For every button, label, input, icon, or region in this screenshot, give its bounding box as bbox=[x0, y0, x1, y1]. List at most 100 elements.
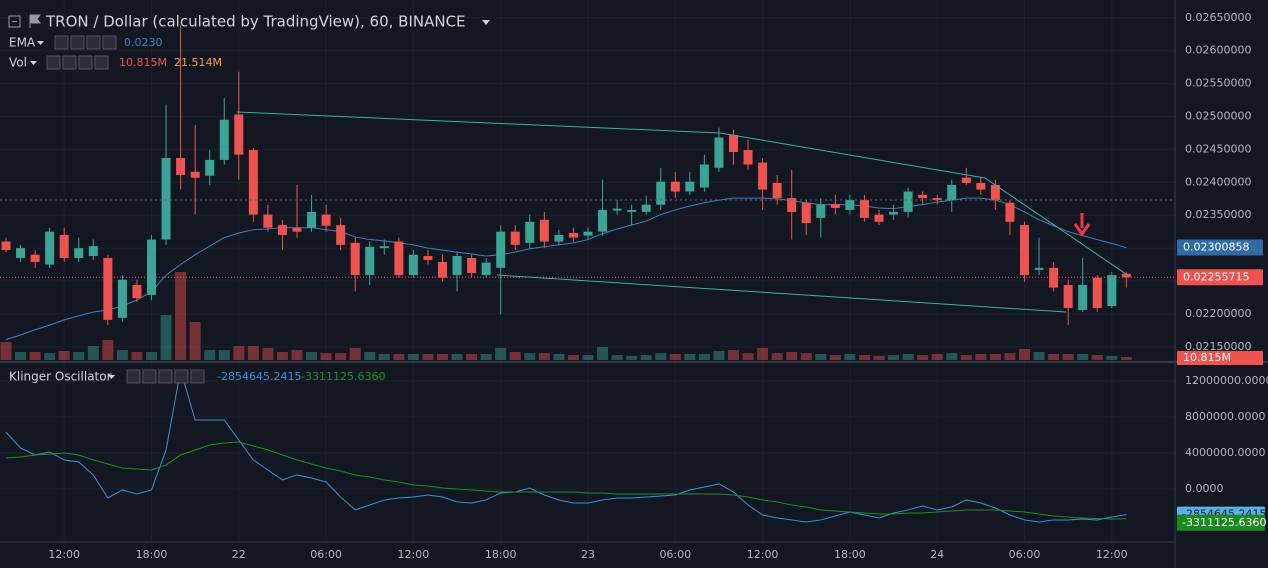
price-tags: 0.022557150.0230085810.815M-2854645.2415… bbox=[1177, 239, 1266, 531]
y-tick-label: 4000000.0000 bbox=[1185, 446, 1265, 459]
ema-label: 0.02300858 bbox=[1183, 241, 1249, 254]
candle-body bbox=[656, 181, 666, 205]
candle-body bbox=[292, 227, 302, 232]
candle-body bbox=[147, 239, 156, 295]
candle-body bbox=[539, 219, 549, 242]
flag-icon[interactable] bbox=[29, 14, 41, 28]
candle-body bbox=[961, 177, 971, 183]
collapse-icon[interactable] bbox=[8, 15, 21, 28]
arrow bbox=[1073, 213, 1091, 237]
volume-bar bbox=[582, 355, 594, 360]
indicator-name[interactable]: Klinger Oscillator bbox=[9, 370, 112, 384]
volume-bar bbox=[1077, 353, 1089, 360]
candle-body bbox=[627, 209, 637, 212]
candle-body bbox=[176, 157, 186, 176]
volume-bar bbox=[829, 355, 841, 360]
candle-body bbox=[714, 137, 724, 168]
trend-line bbox=[236, 111, 1127, 275]
candle-body bbox=[889, 211, 899, 215]
candle-body bbox=[1078, 284, 1088, 310]
candle-body bbox=[496, 231, 506, 268]
candle-body bbox=[45, 231, 55, 265]
y-tick-label: 0.02500000 bbox=[1185, 109, 1251, 122]
candle-body bbox=[117, 279, 127, 318]
candle-body bbox=[758, 162, 768, 190]
candle-body bbox=[510, 231, 520, 245]
x-tick-label: 22 bbox=[232, 548, 246, 561]
x-tick-label: 06:00 bbox=[1009, 548, 1041, 561]
candle-body bbox=[903, 191, 913, 212]
candle-body bbox=[859, 200, 869, 218]
volume-bar bbox=[466, 353, 478, 360]
volume-bar bbox=[364, 352, 376, 360]
dropdown-icon[interactable] bbox=[30, 61, 37, 65]
x-tick-label: 12:00 bbox=[747, 548, 779, 561]
candle-body bbox=[787, 198, 797, 212]
candle-body bbox=[801, 202, 811, 224]
volume-label: 10.815M bbox=[1183, 351, 1231, 364]
volume-bar bbox=[873, 355, 885, 360]
volume-bar bbox=[655, 353, 667, 360]
candle-body bbox=[525, 221, 535, 243]
volume-bar bbox=[1048, 353, 1060, 360]
y-tick-label: 0.02350000 bbox=[1185, 208, 1251, 221]
candle-body bbox=[452, 256, 462, 276]
candle-body bbox=[161, 157, 171, 240]
candle-body bbox=[670, 181, 680, 192]
candle-body bbox=[1092, 277, 1102, 309]
volume-bar bbox=[306, 352, 318, 360]
klinger-line bbox=[5, 441, 1127, 520]
candle-body bbox=[248, 150, 258, 215]
candle-body bbox=[408, 254, 418, 276]
y-tick-label: 0.02600000 bbox=[1185, 44, 1251, 57]
symbol-title[interactable]: TRON / Dollar (calculated by TradingView… bbox=[45, 13, 466, 31]
dropdown-icon[interactable] bbox=[482, 20, 490, 25]
candle-body bbox=[350, 242, 360, 276]
candle-body bbox=[583, 231, 593, 236]
x-tick-label: 23 bbox=[581, 548, 595, 561]
candle-body bbox=[103, 257, 113, 320]
volume-bar bbox=[757, 347, 769, 360]
indicator-name[interactable]: EMA bbox=[9, 36, 36, 50]
trend-line bbox=[496, 274, 1067, 313]
volume-bar bbox=[422, 353, 434, 360]
ema-line bbox=[5, 197, 1127, 341]
volume-bar bbox=[291, 350, 303, 360]
candle-body bbox=[641, 204, 651, 212]
dropdown-icon[interactable] bbox=[37, 41, 44, 45]
volume-bar bbox=[567, 355, 579, 360]
candle-body bbox=[16, 248, 26, 258]
volume-bar bbox=[917, 355, 929, 360]
volume-bar bbox=[29, 352, 41, 360]
volume-bar bbox=[87, 345, 99, 360]
volume-bar bbox=[946, 353, 958, 360]
x-tick-label: 12:00 bbox=[1096, 548, 1128, 561]
candle-body bbox=[1121, 273, 1131, 278]
volume-bar bbox=[742, 353, 754, 360]
dropdown-icon[interactable] bbox=[108, 375, 115, 379]
indicator-buttons[interactable] bbox=[46, 35, 205, 384]
klinger-line bbox=[5, 369, 1127, 523]
candle-body bbox=[365, 246, 375, 276]
candle-body bbox=[394, 241, 404, 276]
volume-bar bbox=[495, 347, 507, 360]
candle-body bbox=[263, 214, 273, 228]
candle-body bbox=[190, 171, 200, 178]
volume-bar bbox=[189, 322, 201, 360]
candle-body bbox=[554, 234, 564, 242]
candle-body bbox=[845, 200, 855, 210]
indicator-name[interactable]: Vol bbox=[9, 56, 27, 70]
volume-bar bbox=[888, 355, 900, 360]
candle-body bbox=[467, 257, 477, 274]
candle-body bbox=[1063, 284, 1073, 309]
value-tag-label: -3311125.6360 bbox=[1182, 516, 1266, 529]
volume-bar bbox=[393, 353, 405, 360]
candle-body bbox=[277, 225, 287, 235]
volume-bar bbox=[116, 350, 128, 360]
volume-bar bbox=[728, 350, 739, 360]
ema-value: 0.0230 bbox=[124, 36, 163, 49]
volume-bar bbox=[102, 339, 114, 360]
volume-bar bbox=[844, 353, 856, 360]
y-tick-label: 0.02200000 bbox=[1185, 307, 1251, 320]
